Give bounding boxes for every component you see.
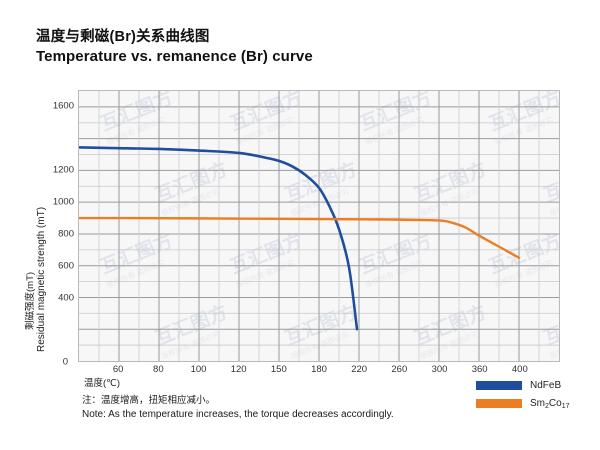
y-tick-label: 1600 [52, 100, 74, 112]
x-tick-label: 300 [431, 364, 448, 375]
series-line-ndfeb [79, 146, 359, 331]
y-tick-label: 800 [58, 228, 74, 240]
x-tick-label: 120 [230, 364, 247, 375]
x-tick-label: 360 [471, 364, 488, 375]
legend: NdFeB Sm2Co17 [476, 378, 596, 414]
x-tick-label: 260 [391, 364, 408, 375]
x-tick-label: 150 [270, 364, 287, 375]
x-axis-label-cn: 温度(℃) [84, 378, 120, 389]
note-block: 注：温度增高，扭矩相应减小。 Note: As the temperature … [82, 394, 394, 422]
x-tick-label: 180 [311, 364, 327, 375]
gridlines [79, 91, 559, 361]
x-tick-label: 80 [153, 364, 164, 375]
legend-label-ndfeb: NdFeB [530, 379, 562, 391]
x-tick-label: 100 [190, 364, 207, 375]
series-line-sm2co17 [79, 216, 521, 259]
page-title-en: Temperature vs. remanence (Br) curve [36, 48, 313, 65]
y-tick-label: 400 [58, 292, 74, 304]
y-axis-zero-label: 0 [62, 356, 68, 368]
y-axis-ticks: 400 600 800 1000 1200 1600 [28, 90, 74, 362]
legend-item-ndfeb: NdFeB [476, 378, 596, 392]
x-axis-ticks: 60 80 100 120 150 180 220 260 300 360 400 [78, 364, 560, 380]
x-tick-label: 220 [351, 364, 368, 375]
x-tick-label: 400 [511, 364, 528, 375]
legend-item-sm2co17: Sm2Co17 [476, 396, 596, 410]
series-layer [79, 146, 521, 331]
legend-label-sm2co17: Sm2Co17 [530, 397, 570, 410]
plot-area: 互汇图方 版权所有 盗图必究 互汇图方 版权所有 盗图必究 互汇图方 版权所有 盗图必究互… [78, 90, 560, 362]
x-tick-label: 60 [112, 364, 124, 375]
legend-swatch-ndfeb [476, 380, 522, 390]
watermark-layer: 互汇图方版权所有 盗图必究 互汇图方版权所有 盗图必究 互汇图方版权所有 盗图必究互… [97, 91, 559, 361]
y-tick-label: 1200 [52, 164, 74, 176]
y-tick-label: 1000 [52, 196, 74, 208]
note-en: Note: As the temperature increases, the … [82, 409, 394, 420]
title-block: 温度与剩磁(Br)关系曲线图 Temperature vs. remanence… [36, 28, 556, 66]
y-axis-label-en: Residual magnetic strength (mT) [36, 206, 47, 352]
y-axis-label-cn: 剩磁强度(mT) [25, 271, 36, 330]
note-cn: 注：温度增高，扭矩相应减小。 [82, 395, 216, 406]
legend-swatch-sm2co17 [476, 398, 522, 408]
page-title-cn: 温度与剩磁(Br)关系曲线图 [36, 29, 210, 45]
y-tick-label: 600 [58, 260, 74, 272]
